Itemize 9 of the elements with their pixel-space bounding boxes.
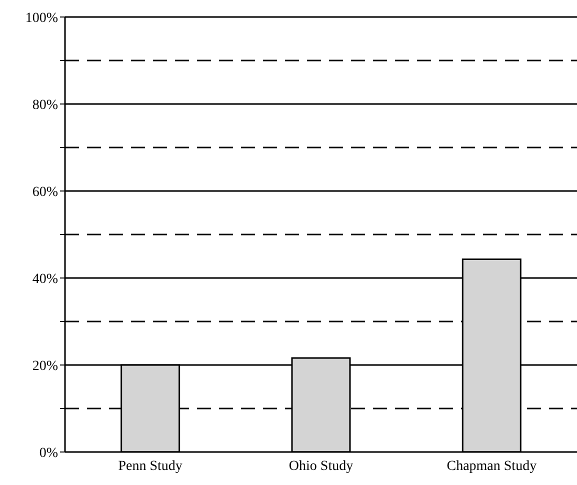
y-tick-label: 0% xyxy=(39,446,58,461)
x-tick-label: Chapman Study xyxy=(446,458,537,474)
y-tick-label: 80% xyxy=(32,98,58,113)
y-tick-label: 20% xyxy=(32,358,58,374)
y-tick-label: 100% xyxy=(25,10,58,26)
y-tick-label: 60% xyxy=(32,184,58,200)
x-tick-label: Ohio Study xyxy=(288,458,354,474)
y-tick-label: 40% xyxy=(32,272,58,287)
x-tick-label: Penn Study xyxy=(118,458,182,474)
